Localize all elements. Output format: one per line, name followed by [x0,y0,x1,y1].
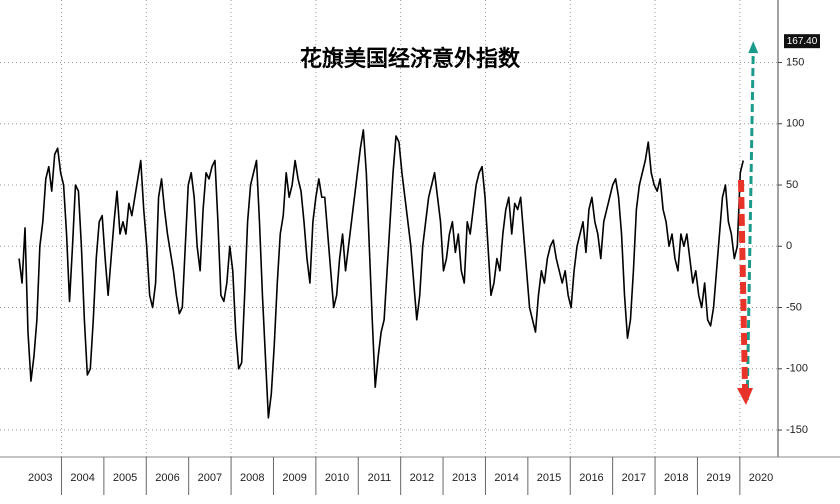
x-tick-label: 2016 [579,472,603,484]
x-tick-label: 2005 [113,472,137,484]
up-arrow [745,51,755,401]
x-tick-label: 2020 [749,472,773,484]
chart-title: 花旗美国经济意外指数 [300,46,521,72]
y-tick-label: 100 [786,118,804,130]
x-tick-label: 2012 [410,472,434,484]
y-tick-label: 150 [786,56,804,68]
x-tick-label: 2008 [240,472,264,484]
x-tick-label: 2009 [282,472,306,484]
x-tick-label: 2010 [325,472,349,484]
y-tick-label: -150 [786,424,808,436]
x-tick-label: 2004 [70,472,94,484]
series-line [18,129,745,419]
down-arrow [738,179,748,389]
y-tick-label: -100 [786,363,808,375]
y-tick-label: 50 [786,179,798,191]
up-arrow-head [748,41,759,54]
plot: -150 -100 -50 0 50 100 150 2003 2004 2005 2006 2007… [0,0,820,495]
down-arrow-head [737,388,753,405]
y-tick-label: 0 [786,240,792,252]
y-tick-label: -50 [786,301,802,313]
x-tick-label: 2013 [452,472,476,484]
x-tick-label: 2014 [494,472,518,484]
x-tick-label: 2007 [198,472,222,484]
x-tick-label: 2015 [537,472,561,484]
x-tick-label: 2011 [368,472,392,484]
x-tick-label: 2003 [28,472,52,484]
x-tick-label: 2006 [155,472,179,484]
x-tick-label: 2017 [622,472,646,484]
last-value-label: 167.40 [787,36,818,47]
x-tick-label: 2018 [664,472,688,484]
last-value-box [784,34,820,49]
x-tick-label: 2019 [706,472,730,484]
